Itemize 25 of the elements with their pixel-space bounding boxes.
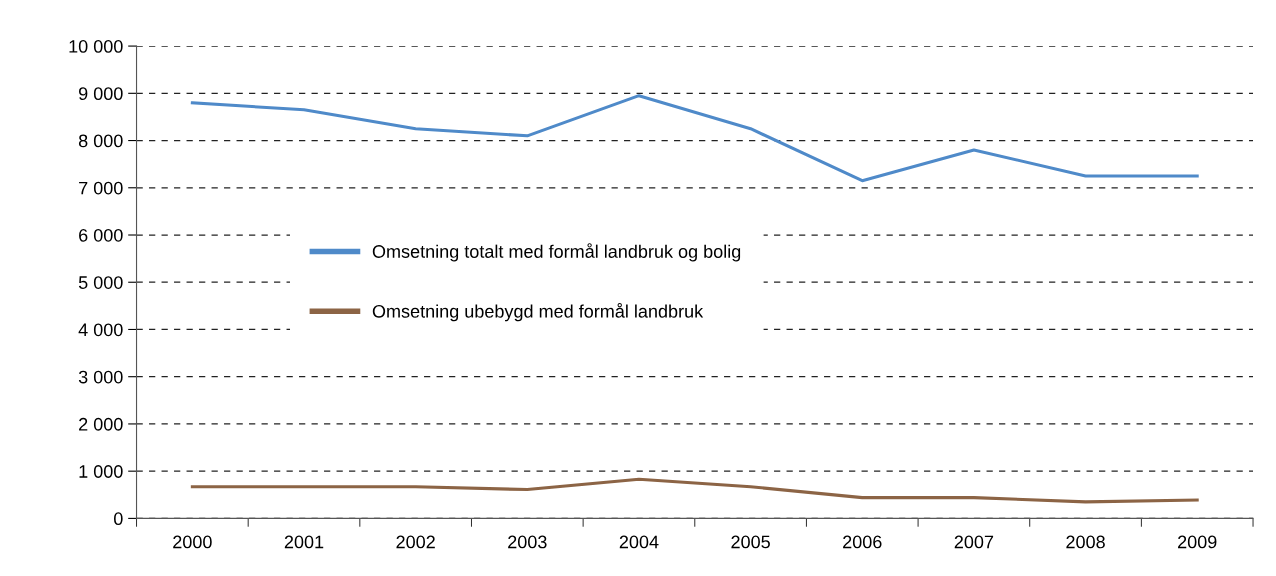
x-tick-label: 2002 (396, 535, 435, 549)
x-tick-label: 2009 (1178, 535, 1217, 549)
y-tick-label: 6 000 (79, 228, 123, 242)
x-tick-label: 2000 (173, 535, 212, 549)
x-tick-label: 2003 (508, 535, 547, 549)
legend-label: Omsetning ubebygd med formål landbruk (372, 303, 704, 322)
legend-label: Omsetning totalt med formål landbruk og bolig (372, 243, 741, 262)
x-tick-label: 2007 (954, 535, 994, 549)
y-tick-label: 8 000 (78, 134, 123, 148)
x-tick-label: 2008 (1066, 535, 1105, 549)
line-series (190, 477, 1199, 504)
x-tick-label: 2005 (731, 535, 770, 549)
x-tick-label: 2006 (843, 535, 882, 549)
y-tick-label: 9 000 (79, 87, 123, 101)
y-tick-label: 2 000 (79, 417, 123, 431)
y-tick-label: 5 000 (78, 276, 123, 289)
y-tick-label: 3 000 (78, 370, 123, 384)
y-tick-label: 4 000 (78, 323, 123, 337)
y-tick-label: 7 000 (79, 181, 123, 195)
line-series (190, 94, 1199, 183)
y-tick-label: 1 000 (79, 465, 123, 478)
y-tick-label: 0 (114, 512, 123, 526)
x-tick-label: 2004 (619, 535, 659, 549)
y-tick-label: 10 000 (69, 40, 123, 53)
x-tick-label: 2001 (284, 535, 324, 549)
